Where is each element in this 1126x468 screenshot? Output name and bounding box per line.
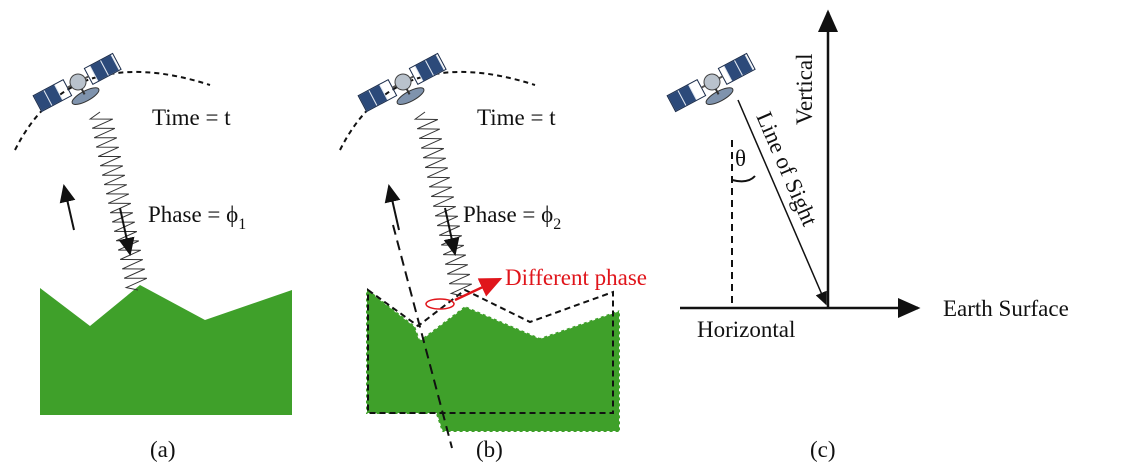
vertical-label: Vertical <box>792 53 817 125</box>
phase-text: Phase = ϕ <box>148 202 238 227</box>
arrow-down <box>445 208 455 254</box>
phase-subscript: 1 <box>238 216 246 233</box>
arrow-up <box>389 186 399 230</box>
panel-c: θ Vertical Line of Sight Horizontal Eart… <box>667 12 1069 462</box>
phase-text: Phase = ϕ <box>463 202 553 227</box>
line-of-sight-label: Line of Sight <box>751 108 822 230</box>
radar-wave <box>90 112 147 290</box>
angle-label: θ <box>735 146 746 171</box>
caption: (c) <box>810 437 836 462</box>
wave-path <box>90 112 147 290</box>
satellite <box>33 53 127 122</box>
time-label: Time = t <box>477 105 556 130</box>
diagram: Time = t Phase = ϕ1 (a) Different phase … <box>0 0 1126 468</box>
panel-b: Different phase Time = t Phase = ϕ2 (b) <box>340 53 647 462</box>
terrain <box>366 288 620 432</box>
horizontal-label: Horizontal <box>697 317 795 342</box>
time-label: Time = t <box>152 105 231 130</box>
satellite <box>358 53 452 122</box>
caption: (b) <box>476 437 503 462</box>
caption: (a) <box>150 437 176 462</box>
panel-a: Time = t Phase = ϕ1 (a) <box>15 53 292 462</box>
terrain <box>40 285 292 415</box>
phase-highlight <box>426 299 454 309</box>
angle-arc <box>732 176 755 181</box>
arrow-up <box>64 186 74 230</box>
phase-label: Phase = ϕ1 <box>148 202 246 233</box>
phase-subscript: 2 <box>553 216 561 233</box>
surface-label: Earth Surface <box>943 296 1069 321</box>
phase-label: Phase = ϕ2 <box>463 202 561 233</box>
satellite <box>667 53 761 122</box>
annotation: Different phase <box>505 265 647 290</box>
